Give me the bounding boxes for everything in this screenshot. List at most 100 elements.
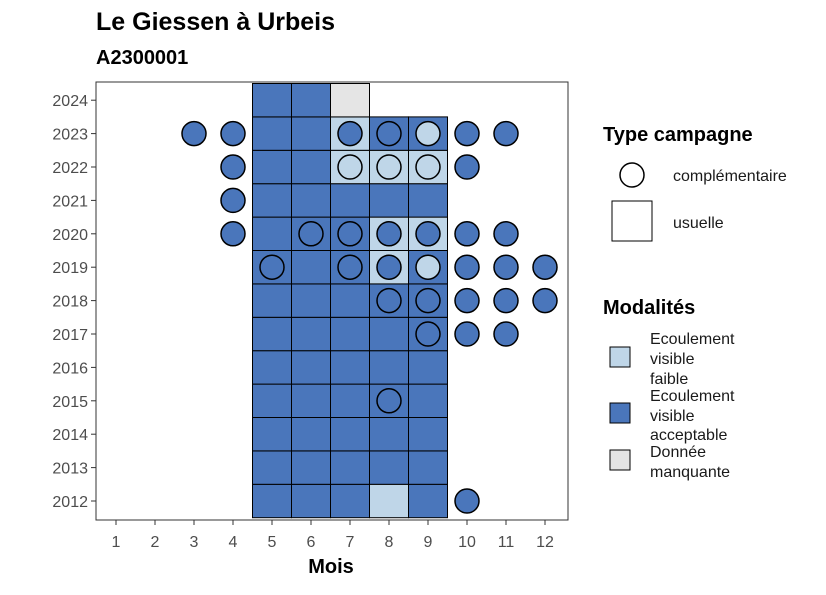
chart-title: Le Giessen à Urbeis [96,8,335,36]
tile-2024-5 [252,83,292,118]
y-tick-label-2013: 2013 [52,461,88,478]
point-2023-10 [454,120,480,147]
tile-2022-5 [252,149,292,185]
legend-type-title: Type campagne [603,124,753,146]
legend-usuelle-label: usuelle [673,215,724,232]
tile-2016-9 [408,350,448,385]
tile-2018-5 [252,283,292,318]
point-2022-7 [337,154,363,180]
tile-2022-6 [291,149,331,185]
legend-faible-key [609,346,631,368]
point-2023-11 [493,120,519,147]
tile-2018-7 [330,283,370,318]
y-tick-label-2019: 2019 [52,260,88,277]
tile-2016-5 [252,350,292,385]
legend-acceptable-label-line-3: acceptable [650,427,727,444]
tile-2013-9 [408,450,448,485]
legend-manquante-label-line-2: manquante [650,464,730,481]
tile-2012-8 [369,483,409,519]
y-tick-label-2015: 2015 [52,394,88,411]
tile-2021-5 [252,183,292,218]
point-2023-8 [376,120,402,147]
point-2020-7 [337,221,363,247]
y-tick-label-2016: 2016 [52,360,88,377]
legend-acceptable-label-line-1: Ecoulement [650,388,735,405]
point-2023-9 [415,120,441,147]
tile-2013-8 [369,450,409,485]
tile-2015-5 [252,383,292,419]
tile-2015-7 [330,383,370,419]
tile-2014-9 [408,417,448,452]
x-tick-label-10: 10 [458,534,476,551]
tile-2024-6 [291,83,331,118]
point-2022-8 [376,154,402,180]
legend-usuelle-icon [611,200,653,242]
legend-acceptable-key [609,402,631,424]
point-2019-7 [337,254,363,280]
tile-2012-7 [330,483,370,519]
x-tick-label-1: 1 [112,534,121,551]
x-tick-label-12: 12 [536,534,554,551]
x-tick-label-3: 3 [190,534,199,551]
point-2018-10 [454,287,480,314]
y-tick-label-2012: 2012 [52,494,88,511]
point-2023-4 [220,120,246,147]
y-tick-label-2018: 2018 [52,294,88,311]
y-tick-label-2023: 2023 [52,127,88,144]
y-tick-label-2022: 2022 [52,160,88,177]
y-tick-label-2021: 2021 [52,193,88,210]
tile-2013-7 [330,450,370,485]
legend-faible-label-line-1: Ecoulement [650,331,735,348]
point-2023-7 [337,120,363,147]
point-2022-4 [220,154,246,180]
point-2020-4 [220,221,246,247]
x-tick-label-11: 11 [498,534,515,551]
x-tick-label-5: 5 [268,534,277,551]
tile-2016-7 [330,350,370,385]
y-tick-label-2017: 2017 [52,327,88,344]
x-axis-title: Mois [308,556,354,578]
tile-2019-6 [291,250,331,285]
x-tick-label-2: 2 [151,534,160,551]
tile-2017-8 [369,316,409,352]
point-2019-8 [376,254,402,280]
tile-2012-9 [408,483,448,519]
tile-2017-7 [330,316,370,352]
tile-2012-6 [291,483,331,519]
point-2017-9 [415,321,441,347]
y-tick-label-2024: 2024 [52,93,88,110]
tile-2014-7 [330,417,370,452]
x-tick-label-8: 8 [385,534,394,551]
tile-2014-6 [291,417,331,452]
tile-2016-8 [369,350,409,385]
tile-2013-6 [291,450,331,485]
x-tick-label-6: 6 [307,534,316,551]
point-2020-9 [415,221,441,247]
plot-area: 1 2 3 4 5 6 7 8 9 10 11 122012201320142015201620172… [52,81,569,551]
x-tick-label-7: 7 [346,534,355,551]
point-2023-3 [181,120,207,147]
legend-modalites-title: Modalités [603,297,695,319]
point-2019-12 [532,254,558,280]
point-2020-10 [454,221,480,247]
legend-complementaire-label: complémentaire [673,168,787,185]
tile-2016-6 [291,350,331,385]
point-2012-10 [454,488,480,514]
legend-complementaire-icon [619,162,645,188]
tile-2021-9 [408,183,448,218]
tile-2012-5 [252,483,292,519]
point-2019-5 [259,254,285,280]
tile-2021-7 [330,183,370,218]
legend-manquante-key [609,449,631,471]
tile-2017-5 [252,316,292,352]
point-2021-4 [220,187,246,214]
tile-2023-6 [291,116,331,151]
point-2017-11 [493,321,519,347]
point-2018-8 [376,287,402,314]
tile-2015-6 [291,383,331,419]
tile-2018-6 [291,283,331,318]
point-2018-9 [415,287,441,314]
legend-acceptable-label-line-2: visible [650,408,695,425]
point-2019-9 [415,254,441,280]
